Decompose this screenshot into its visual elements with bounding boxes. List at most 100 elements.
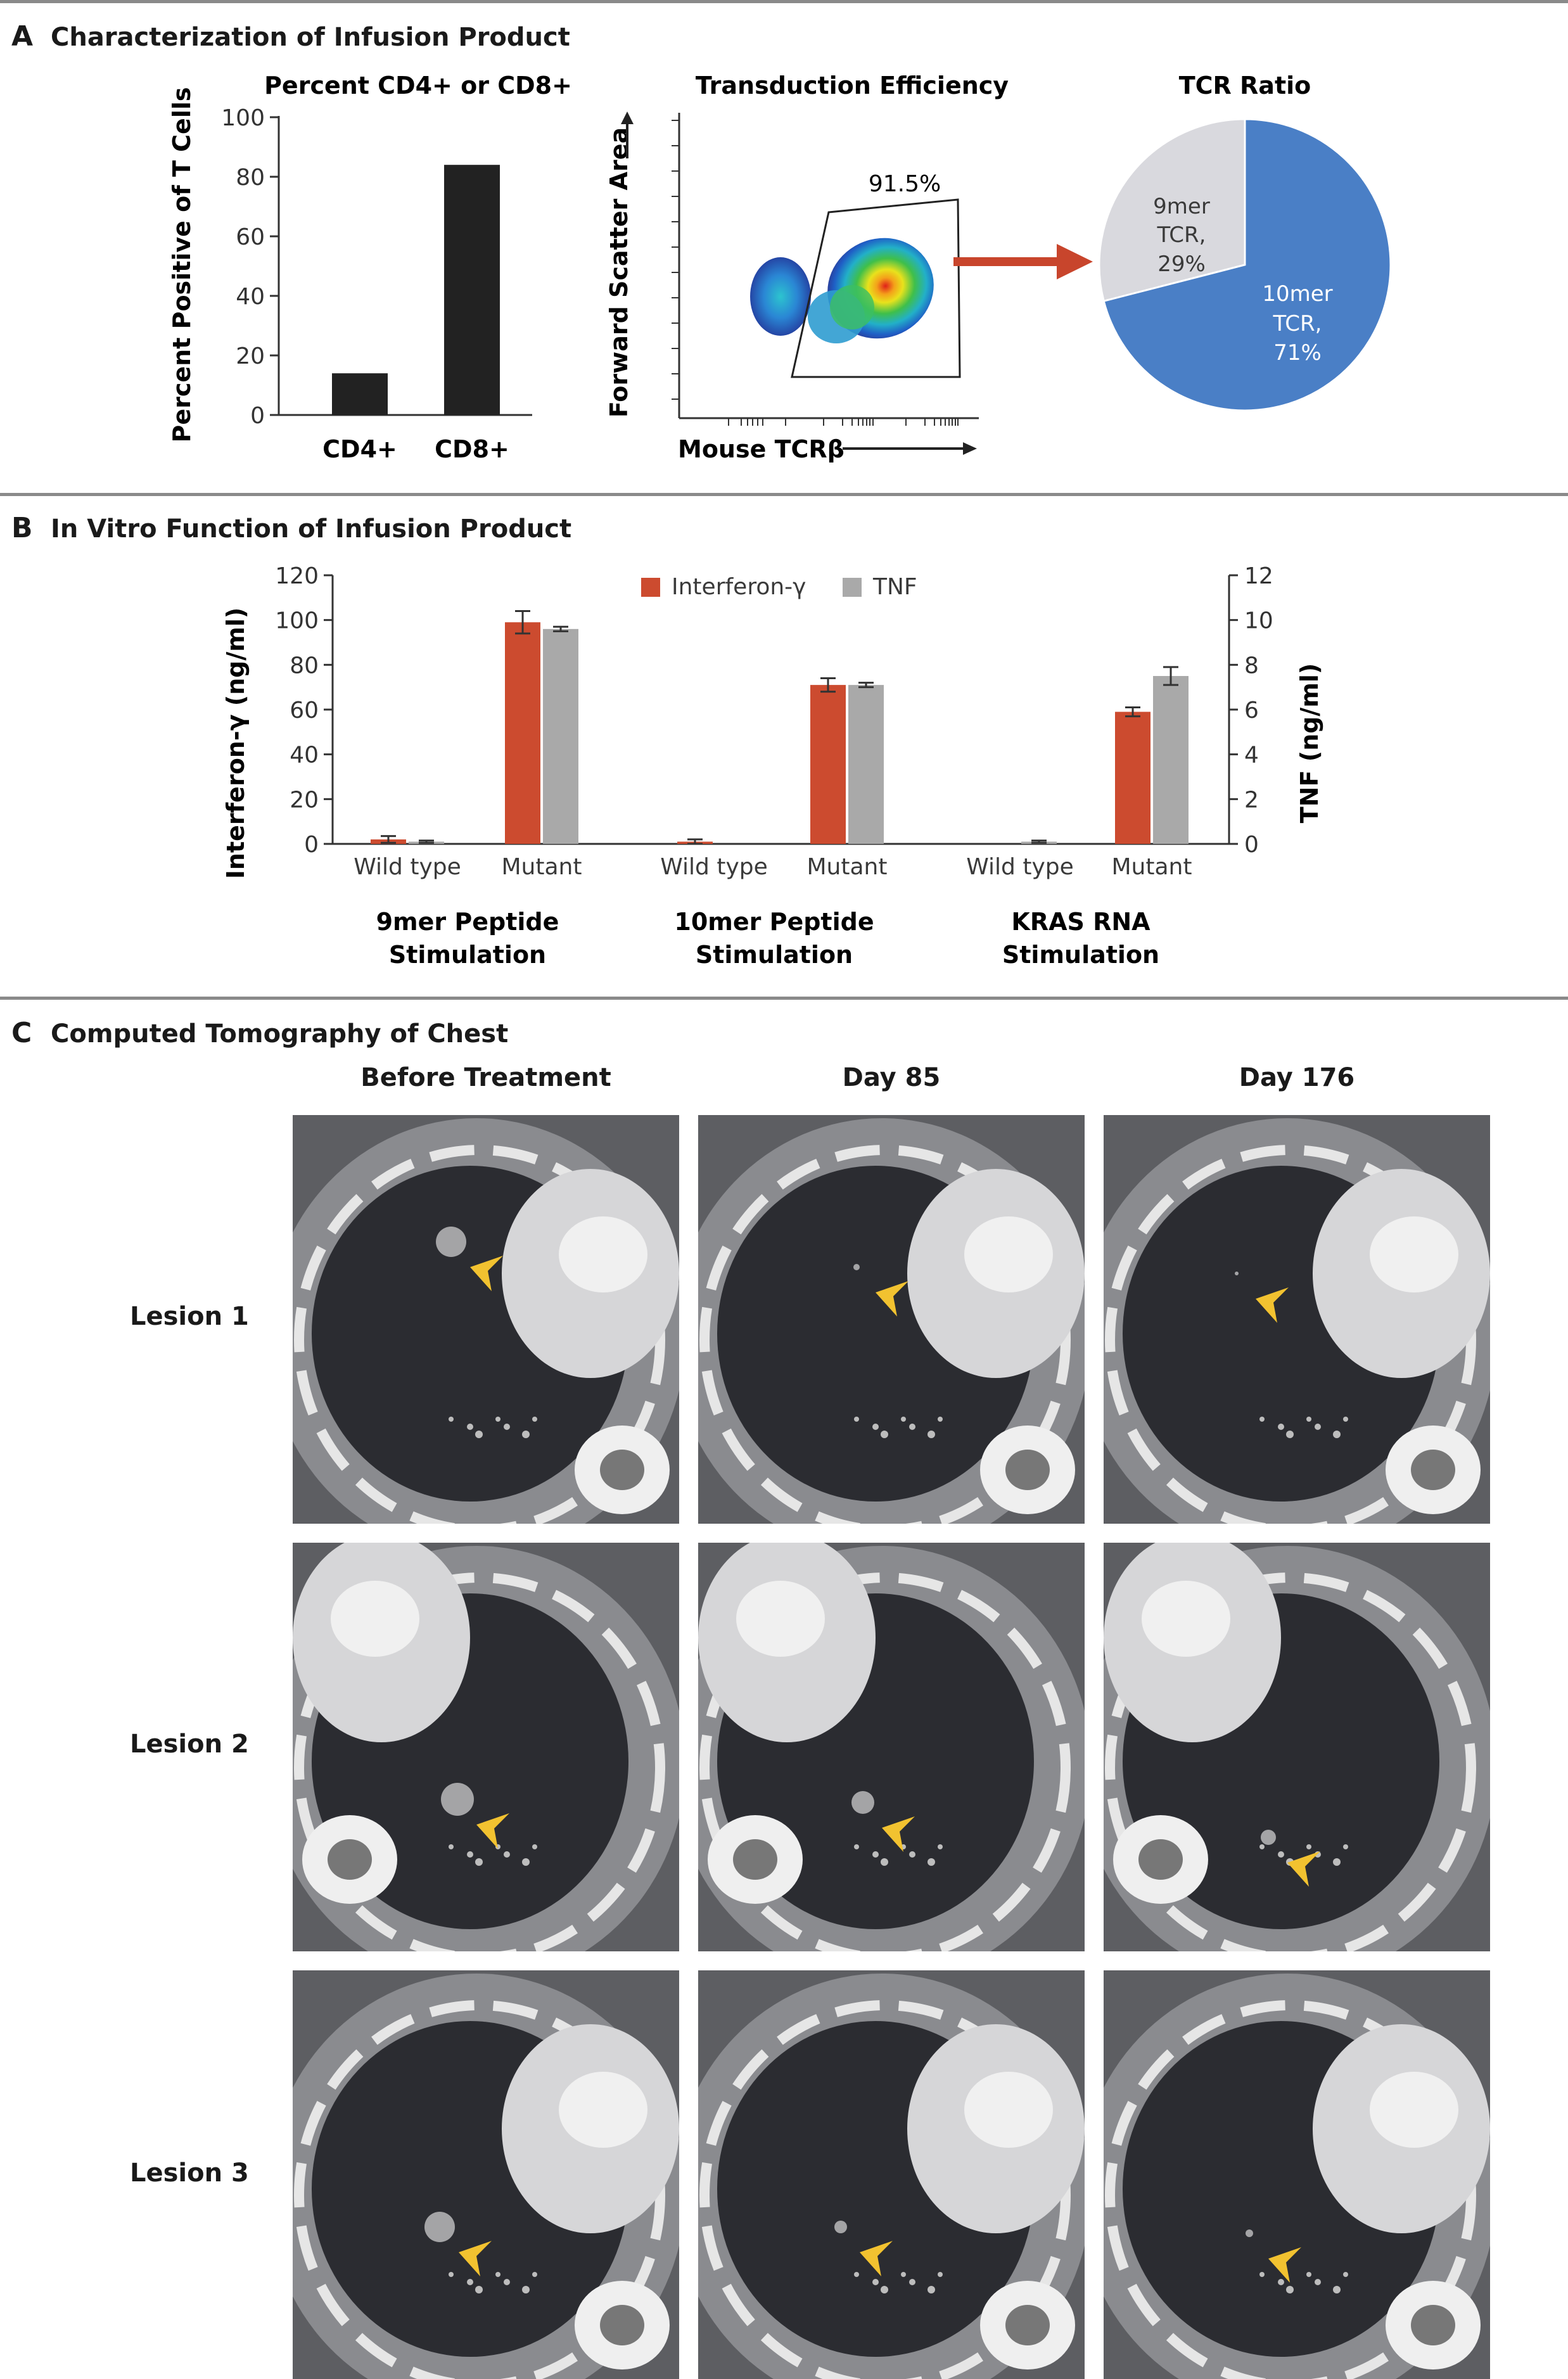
panel-b-title: In Vitro Function of Infusion Product [51,514,572,544]
legend-swatch-interferon [641,578,660,597]
ct-vessel [1259,2272,1265,2277]
ct-vessel [938,1417,943,1422]
legend-swatch-tnf [843,578,862,597]
ct-scan-drawing [698,1115,1085,1524]
ct-ribs [699,2000,1071,2379]
b-left-tick-label: 20 [290,787,319,813]
ct-vessel [475,2286,483,2293]
ct-scan-lesion1-day85 [698,1115,1085,1524]
ct-vessel [1259,1417,1265,1422]
ct-scan-drawing [293,1115,679,1524]
ct-vessel [532,1844,537,1849]
b-right-tick-label: 6 [1244,698,1259,724]
b-right-tick-label: 2 [1244,787,1259,813]
ct-lesion [424,2212,455,2242]
bar-y-tick-label: 80 [236,165,265,191]
panel-c-title: Computed Tomography of Chest [51,1019,509,1049]
ct-row-lesion2: Lesion 2 [130,1730,249,1759]
ct-scan-lesion2-before [293,1543,679,1951]
ct-arrowhead [860,2241,893,2276]
ct-row-lesion3: Lesion 3 [130,2159,249,2188]
ct-vessel [1343,1417,1348,1422]
ct-vessel [1286,1431,1294,1438]
panel-c-rule [0,997,1568,1000]
ct-vessel [449,2272,454,2277]
ct-row-lesion1: Lesion 1 [130,1302,249,1331]
ct-vessel [872,1424,879,1430]
ct-vessel [901,1417,906,1422]
ct-lesion [853,1264,860,1270]
svg-text:10mer: 10mer [1262,281,1332,307]
ct-vessel [1306,1417,1311,1422]
b-bar-tnf [543,628,578,844]
ct-column-day85: Day 85 [842,1063,941,1092]
panel-a-figure: Percent CD4+ or CD8+ Percent Positive of… [168,72,1392,463]
ct-vessel [467,2279,473,2285]
ct-scan-drawing [1104,1543,1490,1951]
ct-vessel [1333,1431,1341,1438]
ct-lesion [851,1791,874,1814]
ct-column-before: Before Treatment [360,1063,611,1092]
b-right-tick-label: 8 [1244,653,1259,679]
ct-vessel [854,1417,859,1422]
pie-slice-10mer [1102,118,1392,412]
flow-gate-label: 91.5% [869,171,941,197]
ct-column-day176: Day 176 [1239,1063,1355,1092]
group-label-9mer-line1: 9mer Peptide [376,908,559,936]
ct-arrowhead [882,1816,915,1852]
ct-lesion [834,2221,847,2233]
ct-vessel [495,1417,500,1422]
bar-y-tick-label: 100 [221,105,265,131]
flow-axis-ticks [672,120,959,426]
ct-vessel [1306,2272,1311,2277]
b-bars [371,610,1189,845]
ct-ribs [699,1572,1071,1951]
ct-aorta [1142,1581,1230,1657]
flow-gate [791,198,961,378]
ct-scan-lesion1-day176 [1104,1115,1490,1524]
b-bar-tnf [848,685,884,844]
ct-arrowhead [459,2241,492,2276]
ct-vessel [1306,1844,1311,1849]
ct-lesion [1246,2229,1253,2237]
flow-y-arrow-head [621,112,634,124]
ct-scan-lesion3-day85 [698,1970,1085,2379]
bar-category-label: CD8+ [435,435,509,463]
ct-vessel [1333,2286,1341,2293]
pie-label-9mer: 9mer TCR, 29% [1153,194,1210,277]
ct-scan-drawing [1104,1115,1490,1524]
ct-vessel [504,2279,510,2285]
ct-ribs [294,1145,665,1524]
bar-chart-title: Percent CD4+ or CD8+ [264,72,572,99]
panel-a-letter: A [11,20,34,53]
ct-ribs [1105,2000,1476,2379]
pie-slices [1098,118,1392,412]
bar-cd8plus [444,165,500,415]
bar-y-axis: 0 20 40 60 80 100 [221,105,532,429]
ct-vessel [1259,1844,1265,1849]
bar-chart-bars [332,165,500,415]
ct-aorta [331,1581,419,1657]
b-left-tick-label: 120 [275,563,319,589]
group-label-10mer-line1: 10mer Peptide [674,908,874,936]
flow-negative-population [750,257,811,336]
ct-vessel [495,2272,500,2277]
ct-scan-drawing [1104,1970,1490,2379]
ct-spinal-canal [1005,1450,1050,1490]
ct-arrowhead [876,1281,908,1317]
ct-vessel [854,2272,859,2277]
ct-vessel [1343,1844,1348,1849]
ct-spinal-canal [733,1839,777,1880]
ct-arrowhead [470,1256,503,1291]
b-right-axis-label: TNF (ng/ml) [1296,663,1323,823]
b-right-tick-label: 0 [1244,832,1259,858]
b-bar-tnf [1153,676,1189,844]
group-label-9mer-line2: Stimulation [389,941,546,969]
ct-scan-lesion1-before [293,1115,679,1524]
ct-vessel [938,1844,943,1849]
group-label-10mer-line2: Stimulation [696,941,853,969]
group-label-kras-line2: Stimulation [1002,941,1159,969]
ct-vessel [872,1851,879,1858]
b-category-label: Mutant [502,854,582,880]
ct-vessel [522,1858,530,1866]
